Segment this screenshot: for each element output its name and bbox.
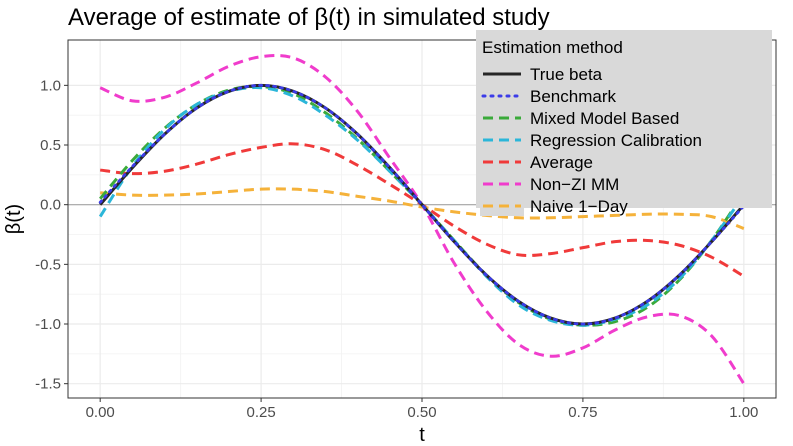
legend-label: Mixed Model Based — [530, 109, 679, 128]
x-axis-title: t — [419, 424, 425, 446]
y-tick-label: -1.0 — [35, 316, 61, 333]
legend-items: True beta Benchmark Mixed Model Based Regre… — [480, 64, 702, 216]
legend-item: Non−ZI MM — [480, 174, 619, 194]
legend-item: Average — [480, 152, 593, 172]
legend-title: Estimation method — [482, 38, 623, 57]
legend-item: Mixed Model Based — [480, 108, 679, 128]
y-axis-ticks: -1.5 -1.0 -0.5 0.0 0.5 1.0 — [35, 77, 68, 393]
x-tick-label: 0.00 — [86, 404, 115, 421]
x-tick-label: 1.00 — [729, 404, 758, 421]
legend-item: Naive 1−Day — [480, 196, 628, 216]
y-axis-title: β(t) — [3, 204, 25, 234]
y-tick-label: -1.5 — [35, 376, 61, 393]
y-tick-label: 0.5 — [40, 137, 61, 154]
y-tick-label: 0.0 — [40, 197, 61, 214]
legend-item: Benchmark — [480, 86, 616, 106]
chart-title: Average of estimate of β(t) in simulated… — [68, 4, 550, 31]
y-tick-label: 1.0 — [40, 77, 61, 94]
legend-item: True beta — [480, 64, 603, 84]
legend-label: Regression Calibration — [530, 131, 702, 150]
y-tick-label: -0.5 — [35, 256, 61, 273]
series-lines — [98, 54, 746, 385]
legend-label: Benchmark — [530, 87, 616, 106]
x-tick-label: 0.75 — [568, 404, 597, 421]
legend-label: Non−ZI MM — [530, 175, 619, 194]
series-line-6 — [100, 187, 745, 230]
legend-label: Naive 1−Day — [530, 197, 628, 216]
legend-label: True beta — [530, 65, 603, 84]
series-line-1 — [98, 83, 746, 326]
legend-label: Average — [530, 153, 593, 172]
legend-background — [476, 30, 772, 208]
legend: Estimation method True beta Benchmark Mixe… — [476, 30, 772, 216]
x-axis-ticks: 0.00 0.25 0.50 0.75 1.00 — [86, 398, 758, 421]
x-tick-label: 0.25 — [246, 404, 275, 421]
legend-item: Regression Calibration — [480, 130, 702, 150]
x-tick-label: 0.50 — [407, 404, 436, 421]
